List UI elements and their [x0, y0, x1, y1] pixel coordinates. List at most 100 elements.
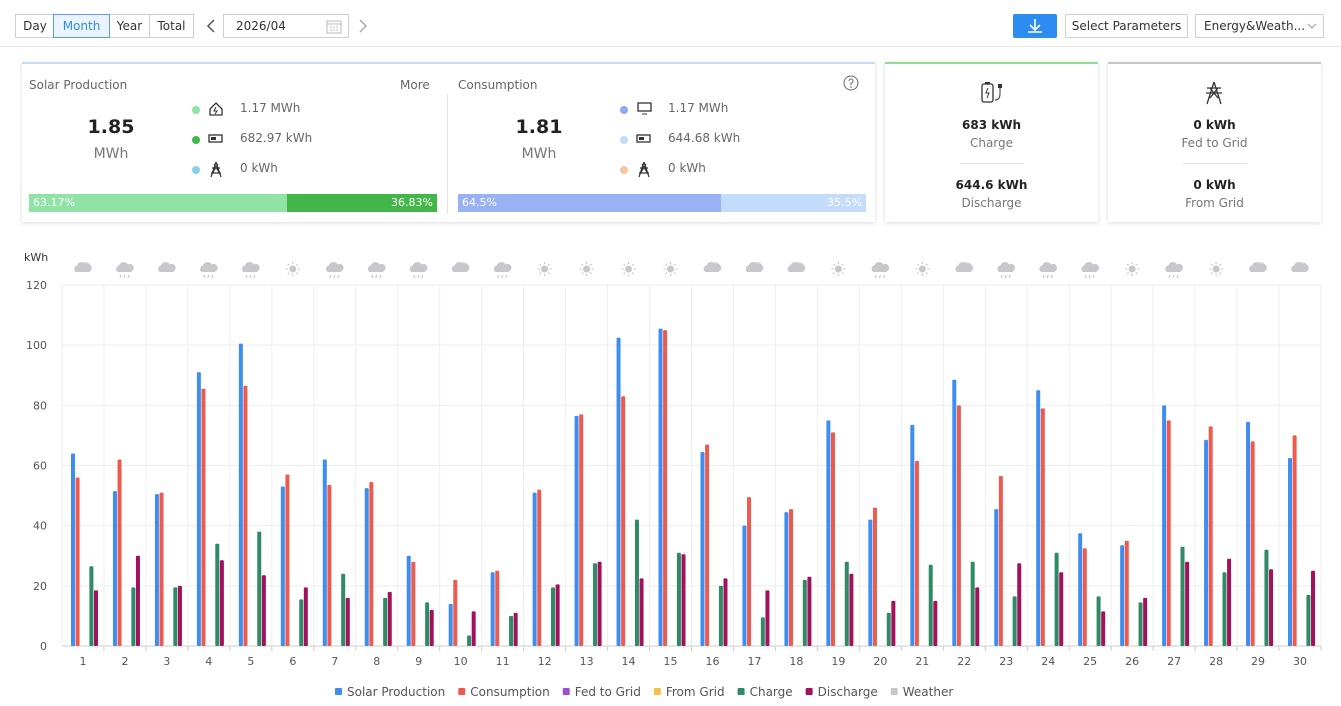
total-unit: MWh: [521, 146, 557, 162]
bar: [574, 415, 579, 646]
bar: [369, 482, 374, 646]
rain: [497, 274, 508, 279]
weather-icon: [74, 262, 92, 272]
more-link[interactable]: More: [400, 78, 430, 92]
bar: [914, 460, 919, 646]
help-icon[interactable]: [843, 75, 859, 91]
x-tick-label: 26: [1125, 655, 1139, 668]
legend-label: Consumption: [470, 685, 549, 699]
calendar-icon: [326, 20, 342, 34]
bar: [830, 432, 835, 646]
bar: [1292, 435, 1297, 646]
bar: [663, 330, 668, 646]
bar: [448, 603, 453, 646]
bar: [765, 590, 770, 646]
x-tick-label: 4: [205, 655, 212, 668]
cloud: [116, 262, 134, 272]
rain: [119, 274, 130, 279]
sun-ray: [623, 263, 626, 266]
weather-icon: [1249, 262, 1267, 272]
bar: [219, 560, 224, 646]
bar: [173, 587, 178, 646]
sun-ray: [581, 272, 584, 275]
cloud: [1249, 262, 1267, 272]
tab[interactable]: Month: [53, 14, 110, 38]
weather-icon: [1291, 262, 1309, 272]
bar: [956, 405, 961, 646]
sun-ray: [916, 263, 920, 266]
sun-ray: [623, 272, 626, 275]
energy-card: Solar Production More 1.85 MWh 1.17 MWh …: [22, 62, 875, 222]
sun: [289, 265, 297, 273]
date-picker[interactable]: 2026/04: [223, 14, 349, 38]
sun-ray: [1219, 272, 1222, 275]
sun: [625, 265, 633, 273]
x-tick-label: 25: [1083, 655, 1097, 668]
bar: [1246, 421, 1251, 646]
bar: [411, 561, 416, 646]
tab[interactable]: Total: [149, 14, 194, 38]
tab[interactable]: Year: [108, 14, 151, 38]
y-tick-label: 20: [33, 580, 47, 593]
bar: [1269, 569, 1274, 646]
bar: [597, 561, 602, 646]
bar: [933, 600, 938, 646]
item-icons: [636, 102, 652, 178]
bar: [117, 459, 122, 646]
bar: [257, 531, 262, 646]
bar: [532, 492, 537, 646]
bar: [299, 599, 304, 646]
fed-value: 0 kWh: [1193, 118, 1236, 132]
rain: [1084, 274, 1095, 279]
bar: [718, 585, 723, 646]
tab[interactable]: Day: [15, 14, 55, 38]
bar: [849, 573, 854, 646]
bar: [723, 578, 728, 646]
item-value: 0 kWh: [668, 161, 706, 175]
cloud: [1081, 262, 1099, 272]
prev-button[interactable]: [204, 18, 218, 34]
cloud: [409, 262, 428, 272]
cloud: [1039, 262, 1058, 272]
view-dropdown[interactable]: Energy&Weath...: [1195, 14, 1324, 38]
sun-ray: [287, 272, 290, 275]
sun-ray: [539, 272, 542, 275]
legend-label: Weather: [903, 685, 954, 699]
bar: [1040, 408, 1045, 646]
weather-icon: [493, 262, 512, 279]
divider: [447, 94, 448, 214]
next-button[interactable]: [356, 18, 370, 34]
legend-dot: [192, 136, 200, 144]
bar: [616, 337, 621, 646]
bar: [322, 459, 327, 646]
cloud: [242, 262, 260, 272]
bar: [784, 512, 789, 646]
bar: [1036, 390, 1041, 646]
bar: [1180, 546, 1185, 646]
x-tick-label: 27: [1167, 655, 1181, 668]
divider: [960, 163, 1024, 164]
bar: [844, 561, 849, 646]
bar: [341, 573, 346, 646]
cloud: [200, 262, 218, 272]
sun: [583, 265, 591, 273]
x-tick-label: 29: [1251, 655, 1265, 668]
legend-dot: [192, 106, 200, 114]
x-tick-label: 10: [454, 655, 468, 668]
rain: [203, 274, 214, 279]
download-button[interactable]: [1013, 14, 1057, 38]
select-parameters-button[interactable]: Select Parameters: [1065, 14, 1188, 38]
x-tick-label: 14: [622, 655, 636, 668]
bar: [196, 372, 201, 646]
bar: [261, 575, 266, 646]
bar: [592, 563, 597, 646]
cloud: [367, 262, 386, 272]
bar: [495, 570, 500, 646]
legend-swatch: [737, 688, 745, 695]
bar: [1311, 570, 1316, 646]
cloud: [451, 262, 470, 272]
rain: [1042, 274, 1053, 279]
bar: [789, 509, 794, 646]
bar: [658, 328, 663, 646]
